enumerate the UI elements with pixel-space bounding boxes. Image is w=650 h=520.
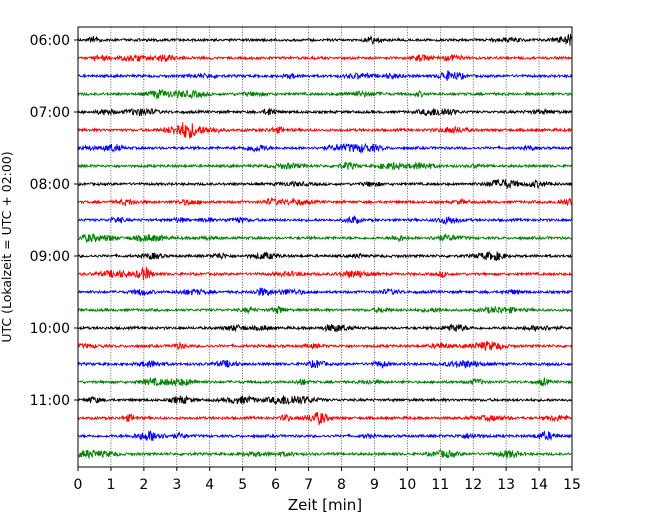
- trace-0600: [77, 33, 573, 46]
- x-tick-label-1: 1: [106, 477, 115, 493]
- plot-frame: [77, 26, 573, 468]
- x-tick-label-3: 3: [172, 477, 181, 493]
- x-tick-label-2: 2: [139, 477, 148, 493]
- trace-0815: [77, 196, 573, 207]
- x-tick-label-8: 8: [337, 477, 346, 493]
- trace-0845: [77, 233, 573, 243]
- vertical-grid: [110, 27, 540, 467]
- y-tick-label-0700: 07:00: [30, 105, 70, 121]
- trace-0715: [77, 122, 573, 139]
- x-tick-label-15: 15: [563, 477, 581, 493]
- y-tick-label-1100: 11:00: [30, 393, 70, 409]
- seismic-traces: [77, 33, 573, 460]
- x-tick-label-14: 14: [530, 477, 548, 493]
- trace-0630: [77, 70, 573, 81]
- y-tick-label-0600: 06:00: [30, 33, 70, 49]
- trace-0915: [77, 265, 573, 281]
- x-tick-label-10: 10: [398, 477, 416, 493]
- trace-0615: [77, 53, 573, 63]
- y-tick-label-0800: 08:00: [30, 177, 70, 193]
- trace-1000: [77, 323, 573, 333]
- x-axis-ticks: 0 1 2 3 4 5 6 7 8 9 10 11 12 13 14 15: [74, 467, 581, 493]
- trace-1015: [77, 340, 573, 352]
- x-tick-label-5: 5: [238, 477, 247, 493]
- x-tick-label-9: 9: [370, 477, 379, 493]
- x-tick-label-12: 12: [464, 477, 482, 493]
- x-tick-label-0: 0: [74, 477, 83, 493]
- trace-0645: [77, 88, 573, 100]
- y-axis-label: UTC (Lokalzeit = UTC + 02:00): [0, 151, 14, 342]
- trace-1030: [77, 359, 573, 369]
- trace-1145: [77, 448, 573, 460]
- trace-0930: [77, 287, 573, 297]
- trace-1045: [77, 376, 573, 388]
- y-tick-label-1000: 10:00: [30, 321, 70, 337]
- trace-0800: [77, 178, 573, 190]
- x-tick-label-4: 4: [205, 477, 214, 493]
- trace-1130: [78, 430, 573, 442]
- trace-0700: [77, 107, 573, 117]
- trace-1115: [77, 411, 573, 426]
- y-tick-label-0900: 09:00: [30, 249, 70, 265]
- x-tick-label-6: 6: [271, 477, 280, 493]
- trace-0945: [77, 305, 573, 315]
- trace-0830: [77, 214, 573, 226]
- trace-0900: [77, 250, 573, 262]
- trace-1100: [77, 394, 573, 406]
- trace-0730: [77, 142, 573, 155]
- x-tick-label-13: 13: [497, 477, 515, 493]
- x-axis-label: Zeit [min]: [288, 496, 362, 514]
- x-tick-label-11: 11: [431, 477, 449, 493]
- y-axis-ticks: 06:00 07:00 08:00 09:00 10:00 11:00: [30, 33, 78, 409]
- x-tick-label-7: 7: [304, 477, 313, 493]
- trace-0745: [77, 160, 573, 170]
